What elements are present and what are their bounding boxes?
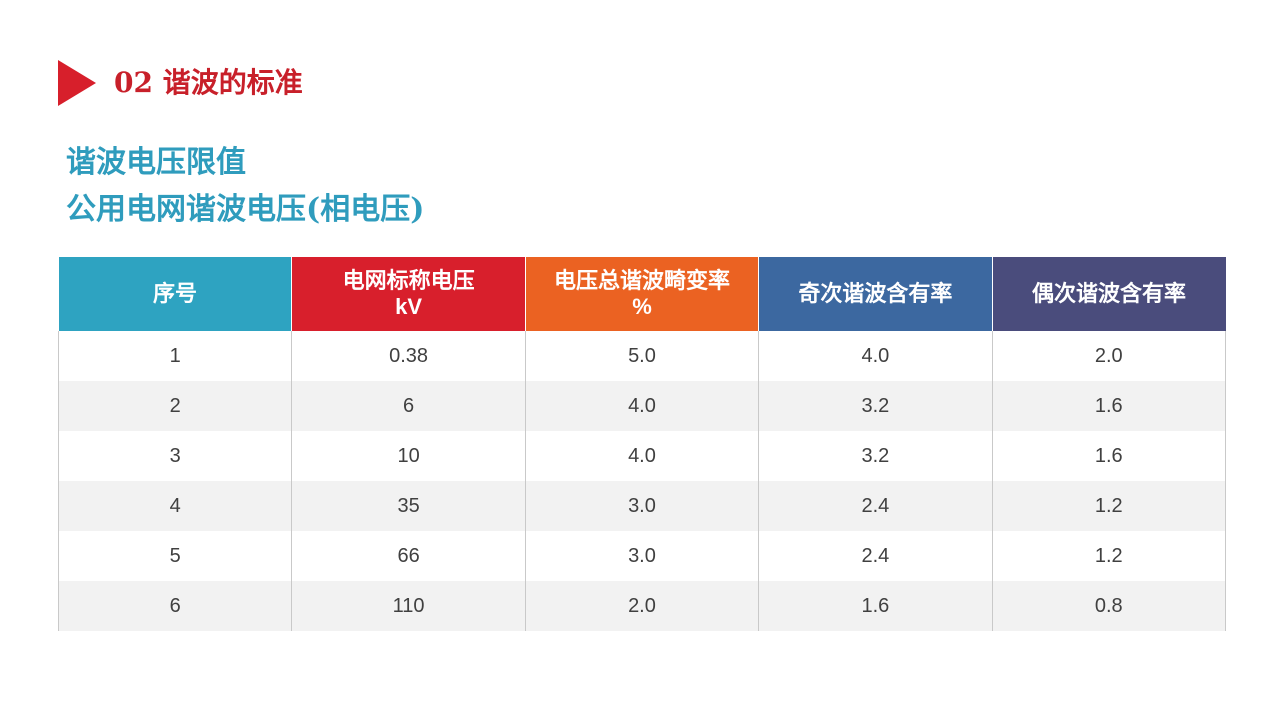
cell-index: 5 [57,531,292,581]
subtitle-grid-voltage: 公用电网谐波电压(相电压) [66,192,425,227]
header-unit: % [632,294,652,319]
cell-index: 1 [57,331,292,381]
cell-total-thd: 3.0 [524,481,759,531]
table-row: 1 0.38 5.0 4.0 2.0 [57,331,1227,381]
header-index: 序号 [58,257,292,331]
cell-total-thd: 3.0 [524,531,759,581]
cell-odd-harmonic: 1.6 [758,581,993,631]
cell-even-harmonic: 1.2 [991,531,1227,581]
cell-total-thd: 5.0 [524,331,759,381]
cell-nominal-voltage: 66 [291,531,526,581]
header-label: 电网标称电压 [342,268,475,293]
header-label: 序号 [152,281,197,306]
cell-even-harmonic: 0.8 [991,581,1227,631]
cell-nominal-voltage: 110 [291,581,526,631]
cell-index: 3 [57,431,292,481]
cell-nominal-voltage: 6 [291,381,526,431]
cell-odd-harmonic: 3.2 [758,431,993,481]
table-row: 6 110 2.0 1.6 0.8 [57,581,1227,631]
cell-total-thd: 4.0 [524,431,759,481]
header-odd-harmonic: 奇次谐波含有率 [758,257,993,331]
header-total-thd: 电压总谐波畸变率 % [524,257,759,331]
cell-even-harmonic: 1.2 [991,481,1227,531]
cell-even-harmonic: 1.6 [991,431,1227,481]
cell-nominal-voltage: 35 [291,481,526,531]
cell-nominal-voltage: 0.38 [291,331,526,381]
header-even-harmonic: 偶次谐波含有率 [991,257,1226,331]
section-title: 02 谐波的标准 [114,66,303,99]
harmonic-limits-table: 序号 电网标称电压 kV 电压总谐波畸变率 % 奇次谐波含有率 偶次谐波含有率 … [57,257,1227,631]
cell-even-harmonic: 2.0 [991,331,1227,381]
cell-even-harmonic: 1.6 [991,381,1227,431]
header-nominal-voltage: 电网标称电压 kV [291,257,526,331]
cell-index: 2 [57,381,292,431]
cell-odd-harmonic: 2.4 [758,481,993,531]
header-label: 奇次谐波含有率 [798,281,953,306]
cell-total-thd: 4.0 [524,381,759,431]
table-row: 3 10 4.0 3.2 1.6 [57,431,1227,481]
triangle-marker-icon [58,60,96,106]
table-row: 4 35 3.0 2.4 1.2 [57,481,1227,531]
cell-total-thd: 2.0 [524,581,759,631]
cell-index: 6 [57,581,292,631]
cell-nominal-voltage: 10 [291,431,526,481]
subtitle-limits: 谐波电压限值 [66,145,246,180]
cell-odd-harmonic: 4.0 [758,331,993,381]
cell-odd-harmonic: 2.4 [758,531,993,581]
table-header-row: 序号 电网标称电压 kV 电压总谐波畸变率 % 奇次谐波含有率 偶次谐波含有率 [58,257,1226,331]
cell-index: 4 [57,481,292,531]
header-label: 偶次谐波含有率 [1032,281,1187,306]
header-unit: kV [395,294,423,319]
header-label: 电压总谐波畸变率 [553,268,730,293]
table-row: 2 6 4.0 3.2 1.6 [57,381,1227,431]
cell-odd-harmonic: 3.2 [758,381,993,431]
table-row: 5 66 3.0 2.4 1.2 [57,531,1227,581]
